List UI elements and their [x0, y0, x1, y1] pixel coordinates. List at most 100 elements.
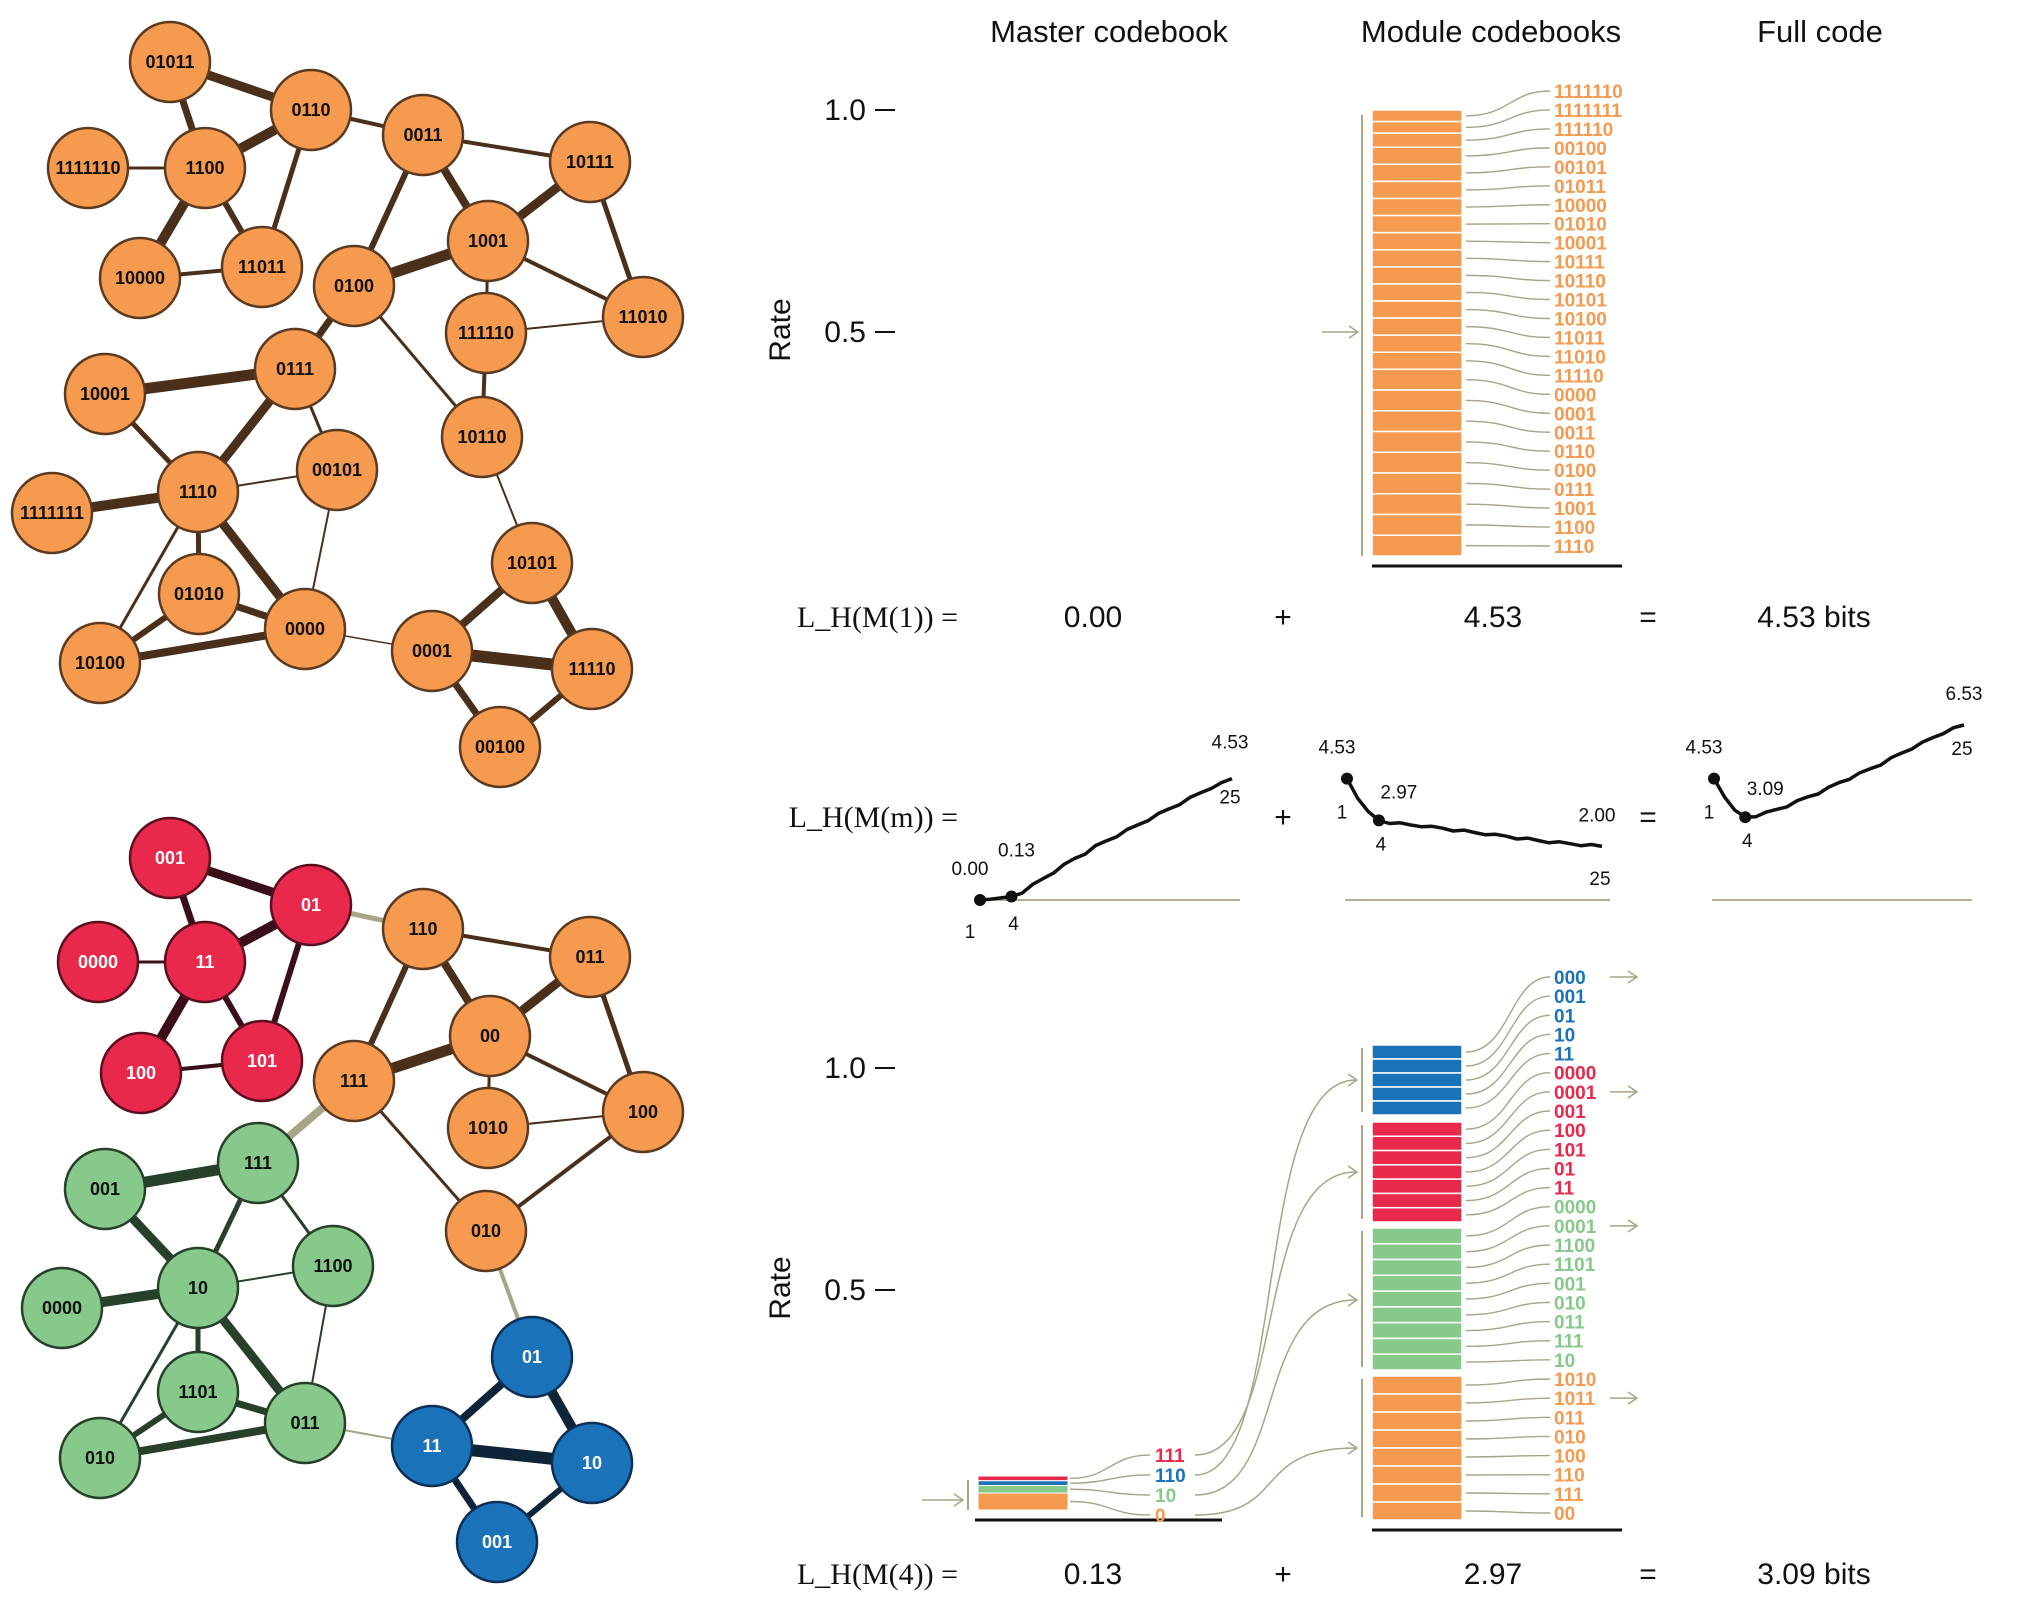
module-codeword-label: 10 [1554, 1025, 1575, 1046]
module-link-connector [1194, 1171, 1357, 1456]
network-node-circle [601, 275, 685, 359]
mini-chart-master: 0.00 0.13 4.53 1 4 25 [952, 733, 1249, 943]
module-codeword-label: 0000 [1554, 1198, 1596, 1219]
network-node: 0000 [56, 920, 140, 1004]
network-node: 111 [216, 1121, 300, 1205]
module-codebook-segment [1371, 1337, 1463, 1355]
network-node: 010 [58, 1416, 142, 1500]
network-node-circle [550, 1421, 634, 1505]
codebook-segment [1371, 248, 1463, 268]
codebook-connector [1465, 1206, 1551, 1237]
network-node: 111 [312, 1039, 396, 1123]
mini-chart-value-label: 4.53 [1319, 738, 1356, 759]
module-codebook-segment [1371, 1243, 1463, 1261]
codebook-connector [1465, 274, 1551, 282]
master-codebook-segment [977, 1492, 1069, 1511]
master-codebook-segment [977, 1485, 1069, 1494]
equation-mid-lhs: L_H(M(m)) = [789, 801, 958, 834]
codeword-label: 10001 [1554, 234, 1607, 255]
mini-chart-line [979, 776, 1233, 902]
network-node-circle [263, 587, 347, 671]
module-codebook-segment [1371, 1121, 1463, 1138]
codebook-connector [1465, 1072, 1551, 1130]
network-node: 100 [99, 1031, 183, 1115]
codeword-label: 1001 [1554, 499, 1597, 520]
module-codeword-label: 1101 [1554, 1255, 1596, 1276]
arrow-head [1347, 1293, 1359, 1307]
mini-chart-value-label: 0.13 [998, 841, 1035, 862]
network-node: 011 [548, 915, 632, 999]
header-module-codebooks: Module codebooks [1361, 14, 1621, 49]
network-node: 0000 [263, 587, 347, 671]
module-codebook-segment [1371, 1411, 1463, 1431]
codebook-segment [1371, 120, 1463, 134]
network-node: 00101 [295, 428, 379, 512]
module-codeword-label: 000 [1554, 968, 1586, 989]
codebook-connector [1465, 524, 1551, 528]
module-codeword-label: 111 [1554, 1485, 1584, 1506]
network-node-label: 1001 [468, 231, 508, 251]
module-codebook-segment [1371, 1192, 1463, 1209]
codebook-connector [1465, 185, 1551, 191]
network-node-label: 010 [471, 1221, 501, 1241]
module-codeword-label: 100 [1554, 1121, 1586, 1142]
module-codeword-label: 001 [1554, 1102, 1586, 1123]
mini-chart-tick-label: 4 [1376, 834, 1387, 855]
module-codebook-segment [1371, 1321, 1463, 1340]
codebook-segment [1371, 534, 1463, 557]
mini-chart-point [1005, 890, 1018, 903]
module-codeword-label: 101 [1554, 1140, 1586, 1161]
module-codeword-label: 11 [1554, 1045, 1575, 1066]
codebook-connector [1465, 1282, 1551, 1300]
codeword-label: 10000 [1554, 196, 1607, 217]
mini-chart-value-label: 4.53 [1212, 733, 1249, 754]
network-node: 10 [156, 1246, 240, 1330]
network-node-circle [99, 1031, 183, 1115]
network-node: 10001 [63, 352, 147, 436]
codebook-connector [1465, 166, 1551, 174]
network-node: 10111 [548, 120, 632, 204]
module-codebook-segment [1371, 1393, 1463, 1413]
codebook-segment [1371, 472, 1463, 495]
network-node-label: 10 [582, 1453, 602, 1473]
network-node-circle [446, 199, 530, 283]
codebook-connector [1465, 1359, 1551, 1363]
mini-chart-point [1708, 772, 1720, 785]
codebook-connector [1465, 995, 1551, 1067]
network-node: 11010 [601, 275, 685, 359]
network-node-label: 0000 [78, 952, 118, 972]
mini-chart-tick-label: 25 [1589, 869, 1610, 890]
module-codeword-label: 01 [1554, 1006, 1576, 1027]
module-codebook-segment [1371, 1447, 1463, 1467]
rate-axis-bottom: 1.0 0.5 Rate [764, 1052, 895, 1320]
codebook-connector [1069, 1500, 1151, 1516]
network-node-label: 01011 [145, 52, 194, 72]
network-node-circle [63, 1147, 147, 1231]
network-node-label: 1111111 [20, 503, 84, 523]
network-node: 0100 [312, 244, 396, 328]
codebook-connector [1465, 1263, 1551, 1284]
arrow-head [1347, 1073, 1359, 1087]
network-node: 010 [444, 1189, 528, 1273]
network-node: 0011 [381, 93, 465, 177]
codebook-segment [1371, 368, 1463, 391]
network-node-circle [548, 915, 632, 999]
network-node-circle [550, 627, 634, 711]
mini-charts: 0.00 0.13 4.53 1 4 25 4.53 2.97 2.00 1 4 25 4.53 3.09… [952, 684, 1983, 943]
codebook-connector [1465, 204, 1551, 208]
module-link-connector [1194, 1447, 1357, 1516]
module-codeword-label: 001 [1554, 987, 1586, 1008]
network-node-label: 101 [247, 1051, 277, 1071]
codebook-segment [1371, 513, 1463, 537]
network-node: 00100 [458, 705, 542, 789]
codebook-connector [1465, 342, 1551, 358]
network-node-label: 0000 [42, 1298, 82, 1318]
mini-chart-full: 4.53 3.09 6.53 1 4 25 [1686, 684, 1982, 901]
codebook-connector [1465, 461, 1551, 471]
codebook-connector [1465, 441, 1551, 452]
network-node-label: 01 [522, 1347, 542, 1367]
codebook-connector [1465, 90, 1551, 117]
mini-chart-point [1739, 811, 1752, 824]
module-codeword-label: 0001 [1554, 1217, 1597, 1238]
network-node-label: 00101 [312, 460, 362, 480]
